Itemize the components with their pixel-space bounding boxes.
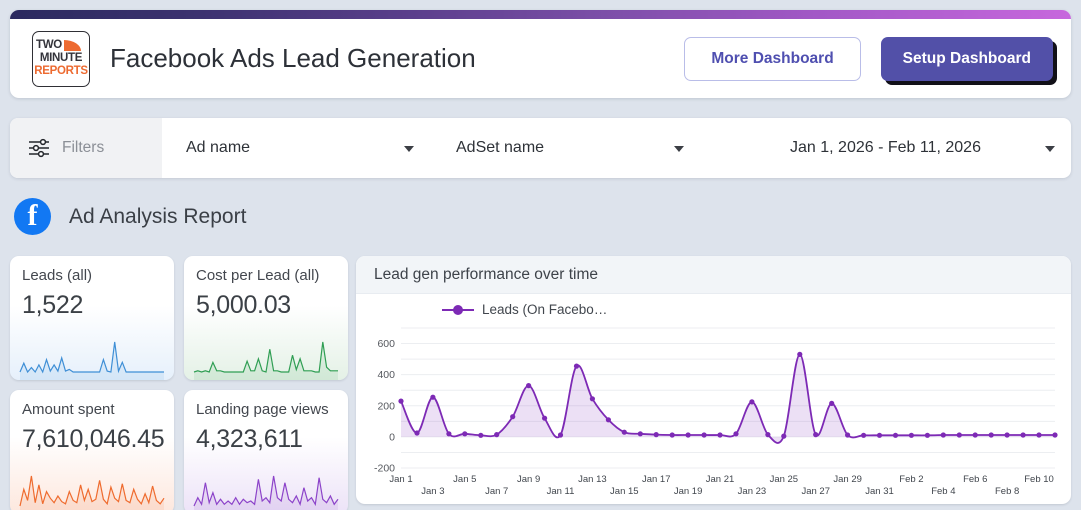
kpi-card-leads-all[interactable]: Leads (all) 1,522 [10, 256, 174, 380]
chevron-down-icon [1045, 146, 1055, 152]
svg-text:Jan 3: Jan 3 [421, 486, 444, 497]
report-header: Ad Analysis Report [14, 197, 247, 235]
sliders-filter-icon [28, 138, 50, 158]
more-dashboard-button[interactable]: More Dashboard [684, 36, 861, 81]
chart-card: Lead gen performance over time Leads (On… [356, 256, 1071, 504]
svg-text:400: 400 [377, 369, 395, 381]
chart-legend[interactable]: Leads (On Facebo… [442, 302, 607, 317]
chevron-down-icon [674, 146, 684, 152]
adset-name-select[interactable]: AdSet name [432, 118, 702, 178]
header-card: TWO MINUTE REPORTS Facebook Ads Lead Gen… [10, 10, 1071, 98]
kpi-label: Cost per Lead (all) [196, 267, 320, 284]
sparkline-cost-per-lead [193, 341, 338, 380]
page-title: Facebook Ads Lead Generation [110, 43, 476, 73]
kpi-label: Leads (all) [22, 267, 93, 284]
filters-label: Filters [62, 139, 105, 156]
svg-text:Jan 11: Jan 11 [547, 486, 575, 497]
date-range-select[interactable]: Jan 1, 2026 - Feb 11, 2026 [702, 118, 1071, 178]
legend-label: Leads (On Facebo… [482, 302, 608, 317]
logo-arc-icon [63, 39, 81, 51]
date-range-value: Jan 1, 2026 - Feb 11, 2026 [790, 139, 981, 156]
svg-text:Jan 7: Jan 7 [485, 486, 508, 497]
kpi-label: Amount spent [22, 401, 115, 418]
svg-text:600: 600 [377, 338, 395, 350]
kpi-card-landing-page-views[interactable]: Landing page views 4,323,611 [184, 390, 348, 510]
legend-marker-icon [442, 304, 474, 315]
header-actions: More Dashboard Setup Dashboard [684, 36, 1053, 81]
ad-name-select[interactable]: Ad name [162, 118, 432, 178]
kpi-value: 7,610,046.45 [22, 425, 165, 453]
sparkline-landing-page-views [193, 475, 339, 510]
logo-line-2: MINUTE [39, 51, 83, 64]
adset-name-value: AdSet name [456, 139, 545, 156]
sparkline-leads [19, 341, 164, 380]
facebook-icon [14, 197, 51, 235]
kpi-value: 4,323,611 [196, 425, 303, 453]
header-accent-gradient [10, 10, 1071, 19]
chart-title: Lead gen performance over time [374, 265, 599, 283]
svg-text:Jan 31: Jan 31 [865, 486, 894, 497]
kpi-label: Landing page views [196, 401, 329, 418]
svg-text:Jan 15: Jan 15 [610, 486, 639, 497]
setup-dashboard-button[interactable]: Setup Dashboard [880, 36, 1053, 81]
filters-chip[interactable]: Filters [10, 118, 162, 178]
svg-text:Jan 23: Jan 23 [738, 486, 767, 497]
filter-bar: Filters Ad name AdSet name Jan 1, 2026 -… [10, 118, 1071, 178]
chart-title-bar: Lead gen performance over time [356, 256, 1071, 294]
kpi-grid: Leads (all) 1,522 Cost per Lead (all) 5,… [10, 256, 348, 510]
svg-text:Feb 8: Feb 8 [995, 486, 1019, 497]
svg-text:Jan 5: Jan 5 [453, 474, 476, 485]
report-title: Ad Analysis Report [69, 204, 247, 228]
svg-text:Jan 17: Jan 17 [642, 474, 671, 485]
kpi-value: 5,000.03 [196, 291, 291, 319]
svg-text:200: 200 [377, 400, 395, 412]
kpi-card-amount-spent[interactable]: Amount spent 7,610,046.45 [10, 390, 174, 510]
svg-text:Jan 13: Jan 13 [578, 474, 607, 485]
svg-text:0: 0 [389, 431, 395, 443]
svg-text:Jan 19: Jan 19 [674, 486, 703, 497]
logo-line-1: TWO [36, 38, 62, 51]
chevron-down-icon [404, 146, 414, 152]
svg-text:Feb 10: Feb 10 [1024, 474, 1054, 485]
svg-text:Feb 2: Feb 2 [899, 474, 923, 485]
two-minute-reports-logo: TWO MINUTE REPORTS [32, 30, 90, 87]
svg-text:Jan 21: Jan 21 [706, 474, 735, 485]
svg-text:Jan 9: Jan 9 [517, 474, 540, 485]
svg-text:Jan 1: Jan 1 [389, 474, 412, 485]
kpi-value: 1,522 [22, 291, 84, 319]
sparkline-amount-spent [19, 475, 165, 510]
kpi-card-cost-per-lead-all[interactable]: Cost per Lead (all) 5,000.03 [184, 256, 348, 380]
svg-text:Feb 6: Feb 6 [963, 474, 987, 485]
svg-text:-200: -200 [374, 463, 395, 475]
svg-text:Feb 4: Feb 4 [931, 486, 955, 497]
svg-text:Jan 29: Jan 29 [833, 474, 862, 485]
svg-text:Jan 25: Jan 25 [770, 474, 799, 485]
logo-line-3: REPORTS [34, 64, 88, 77]
header-body: TWO MINUTE REPORTS Facebook Ads Lead Gen… [10, 19, 1071, 98]
ad-name-value: Ad name [186, 139, 251, 156]
svg-text:Jan 27: Jan 27 [801, 486, 830, 497]
